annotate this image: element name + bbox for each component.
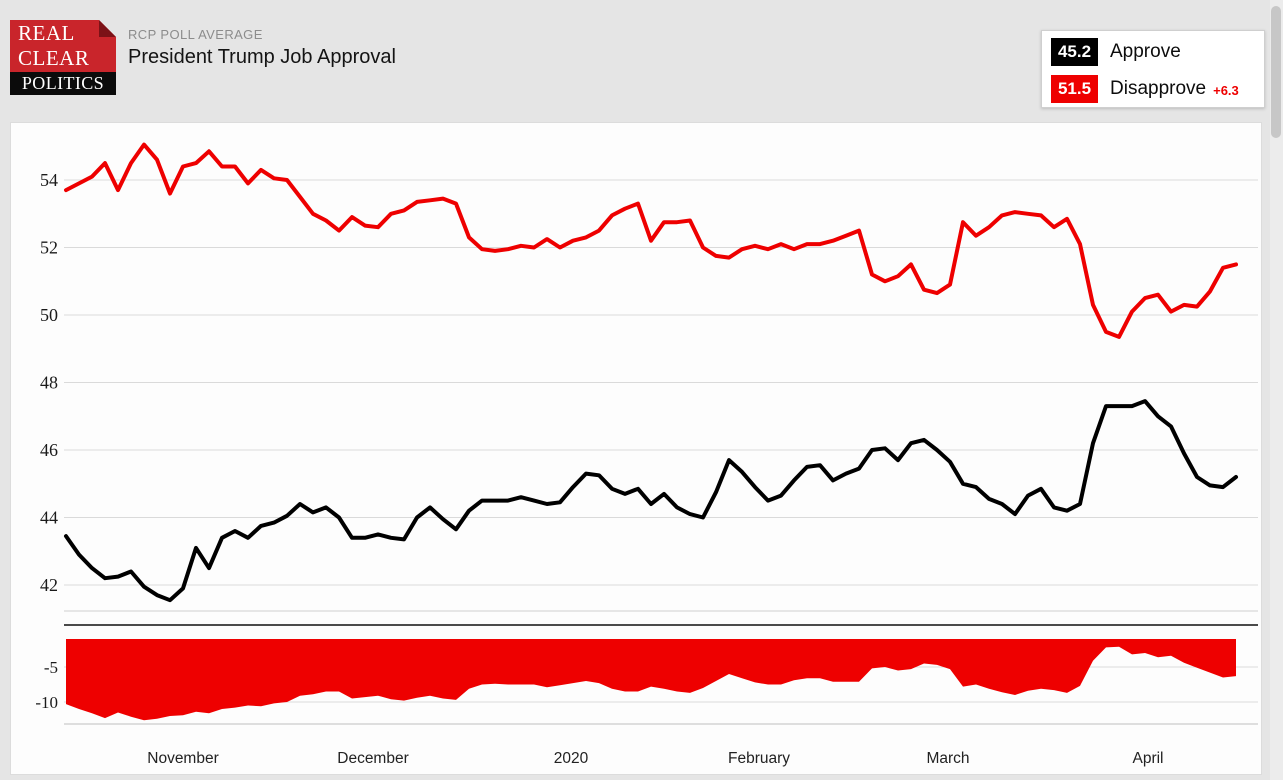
rcp-logo-red-box: REAL CLEAR bbox=[10, 20, 116, 72]
y-axis-label: 50 bbox=[40, 305, 58, 325]
approve-line bbox=[64, 399, 1238, 603]
spread-axis-label: -5 bbox=[44, 658, 58, 677]
legend-box: 45.2 Approve 51.5 Disapprove +6.3 bbox=[1041, 30, 1265, 108]
x-axis-label: February bbox=[728, 750, 790, 767]
spread-area bbox=[66, 639, 1236, 721]
rcp-logo-real: REAL bbox=[18, 21, 75, 45]
header: REAL CLEAR POLITICS RCP POLL AVERAGE Pre… bbox=[0, 0, 1283, 118]
y-axis-label: 54 bbox=[40, 170, 58, 190]
disapprove-delta: +6.3 bbox=[1213, 82, 1239, 98]
approve-value-badge: 45.2 bbox=[1051, 38, 1098, 66]
x-axis-label: April bbox=[1132, 750, 1163, 767]
chart-panel: 54 52 50 48 46 44 42 -5 -10 November December 2020 F… bbox=[10, 122, 1262, 775]
scrollbar-thumb[interactable] bbox=[1271, 6, 1281, 138]
x-axis-label: November bbox=[147, 750, 219, 767]
spread-axis-label: -10 bbox=[35, 693, 58, 712]
x-axis-label: December bbox=[337, 750, 409, 767]
page-fold-icon bbox=[99, 20, 116, 37]
disapprove-value-badge: 51.5 bbox=[1051, 75, 1098, 103]
disapprove-line bbox=[64, 142, 1238, 339]
x-axis-label: 2020 bbox=[554, 750, 589, 767]
y-axis-label: 46 bbox=[40, 440, 58, 460]
y-axis-label: 44 bbox=[40, 508, 58, 528]
y-axis-label: 52 bbox=[40, 238, 58, 258]
approval-chart[interactable]: 54 52 50 48 46 44 42 -5 -10 November December 2020 F… bbox=[11, 123, 1261, 774]
y-axis-label: 48 bbox=[40, 373, 58, 393]
legend-row-disapprove: 51.5 Disapprove +6.3 bbox=[1051, 73, 1264, 105]
y-axis-label: 42 bbox=[40, 575, 58, 595]
x-axis-label: March bbox=[926, 750, 969, 767]
scrollbar-track[interactable] bbox=[1270, 0, 1283, 780]
approve-label: Approve bbox=[1110, 41, 1181, 62]
disapprove-label: Disapprove bbox=[1110, 78, 1207, 99]
rcp-logo-politics: POLITICS bbox=[10, 72, 116, 95]
rcp-logo: REAL CLEAR POLITICS bbox=[10, 20, 116, 95]
legend-row-approve: 45.2 Approve bbox=[1051, 36, 1264, 68]
page-title: President Trump Job Approval bbox=[128, 46, 396, 68]
rcp-logo-clear: CLEAR bbox=[18, 46, 90, 70]
chart-kicker: RCP POLL AVERAGE bbox=[128, 27, 263, 42]
